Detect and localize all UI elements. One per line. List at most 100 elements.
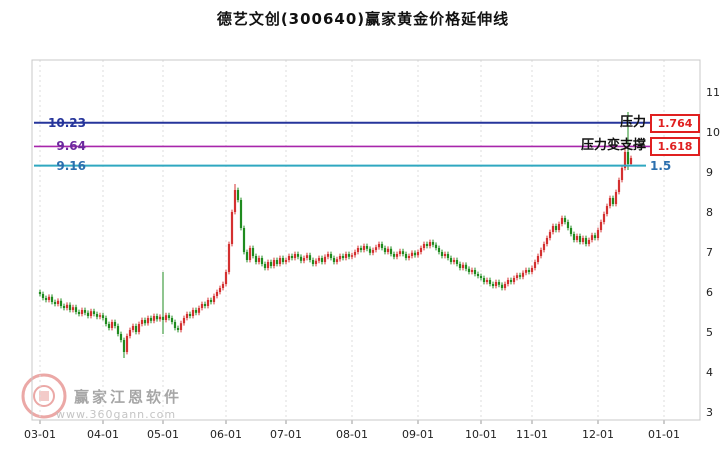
candle-body bbox=[167, 315, 171, 318]
plot-border bbox=[31, 59, 701, 421]
level-ratio-box-1618: 1.618 bbox=[650, 137, 700, 157]
y-axis-label: 11 bbox=[706, 86, 720, 99]
candle-body bbox=[488, 280, 492, 284]
candle-body bbox=[491, 284, 495, 286]
candle-body bbox=[104, 318, 108, 324]
candle-body bbox=[434, 244, 438, 248]
candle-body bbox=[575, 236, 579, 240]
candle-body bbox=[476, 274, 480, 276]
candle-body bbox=[134, 326, 138, 332]
candle-body bbox=[365, 246, 369, 249]
candle-body bbox=[245, 252, 249, 260]
candle-body bbox=[185, 314, 189, 318]
candle-body bbox=[329, 254, 333, 258]
candle-body bbox=[317, 258, 321, 261]
candle-body bbox=[611, 198, 615, 204]
candle-body bbox=[158, 316, 162, 320]
candle-body bbox=[419, 248, 423, 252]
candle-body bbox=[602, 214, 606, 222]
candle-body bbox=[533, 262, 537, 268]
candle-body bbox=[179, 323, 183, 330]
candle-body bbox=[560, 218, 564, 224]
candle-body bbox=[152, 316, 156, 321]
y-axis-label: 9 bbox=[706, 166, 713, 179]
candle-body bbox=[344, 254, 348, 258]
candle-body bbox=[197, 308, 201, 313]
candle-body bbox=[323, 256, 327, 262]
candle-body bbox=[485, 280, 489, 282]
candle-body bbox=[311, 260, 315, 264]
candle-body bbox=[599, 222, 603, 230]
watermark-brand-text: 赢家江恩软件 bbox=[74, 388, 183, 406]
candle-body bbox=[509, 280, 513, 282]
candle-body bbox=[515, 275, 519, 278]
level-price-label-support: 9.16 bbox=[56, 158, 86, 173]
candle-body bbox=[74, 307, 78, 312]
candle-body bbox=[122, 340, 126, 352]
x-axis-label: 03-01 bbox=[24, 428, 56, 441]
candle-body bbox=[305, 255, 309, 258]
candle-body bbox=[113, 322, 117, 326]
candle-body bbox=[257, 258, 261, 262]
candle-body bbox=[410, 252, 414, 256]
x-axis-label: 05-01 bbox=[147, 428, 179, 441]
candle-body bbox=[92, 311, 96, 314]
y-axis-label: 6 bbox=[706, 286, 713, 299]
candle-body bbox=[494, 282, 498, 286]
candle-body bbox=[101, 315, 105, 318]
candle-body bbox=[296, 254, 300, 257]
candle-body bbox=[242, 228, 246, 252]
candle-body bbox=[416, 252, 420, 256]
candle-body bbox=[521, 272, 525, 277]
candle-body bbox=[536, 256, 540, 262]
candle-body bbox=[53, 302, 57, 304]
candle-body bbox=[374, 247, 378, 250]
candle-body bbox=[287, 256, 291, 260]
candle-body bbox=[425, 244, 429, 246]
candle-body bbox=[254, 256, 258, 262]
resistance-annotation: 压力 bbox=[619, 114, 646, 130]
level-ratio-label-15: 1.5 bbox=[650, 158, 672, 173]
x-axis-label: 07-01 bbox=[270, 428, 302, 441]
candle-body bbox=[512, 278, 516, 282]
candle-body bbox=[347, 254, 351, 257]
candle-body bbox=[497, 282, 501, 285]
candle-body bbox=[155, 316, 159, 320]
candle-body bbox=[98, 315, 102, 317]
candle-body bbox=[545, 238, 549, 244]
candle-body bbox=[464, 264, 468, 269]
candle-body bbox=[551, 226, 555, 232]
candle-body bbox=[350, 255, 354, 257]
candle-body bbox=[518, 275, 522, 277]
candle-body bbox=[581, 238, 585, 242]
candle-body bbox=[473, 270, 477, 274]
candle-body bbox=[308, 255, 312, 260]
candle-body bbox=[338, 256, 342, 260]
candle-body bbox=[110, 322, 114, 328]
candle-body bbox=[173, 322, 177, 328]
y-axis-label: 7 bbox=[706, 246, 713, 259]
candle-body bbox=[284, 260, 288, 262]
brand-seal-icon bbox=[21, 373, 67, 419]
candle-body bbox=[161, 316, 165, 320]
candle-body bbox=[209, 300, 213, 302]
candle-body bbox=[146, 318, 150, 324]
candle-body bbox=[224, 272, 228, 284]
candle-body bbox=[140, 320, 144, 324]
candle-body bbox=[371, 250, 375, 253]
candle-body bbox=[590, 235, 594, 240]
candle-body bbox=[377, 244, 381, 248]
candle-body bbox=[272, 260, 276, 266]
x-axis-label: 12-01 bbox=[582, 428, 614, 441]
level-ratio-box-1764: 1.764 bbox=[650, 113, 700, 133]
candle-body bbox=[362, 246, 366, 250]
candle-body bbox=[107, 324, 111, 328]
candle-body bbox=[221, 284, 225, 288]
candle-body bbox=[293, 254, 297, 258]
candle-body bbox=[449, 258, 453, 262]
candle-body bbox=[398, 251, 402, 254]
candle-body bbox=[530, 268, 534, 272]
candle-body bbox=[479, 276, 483, 278]
